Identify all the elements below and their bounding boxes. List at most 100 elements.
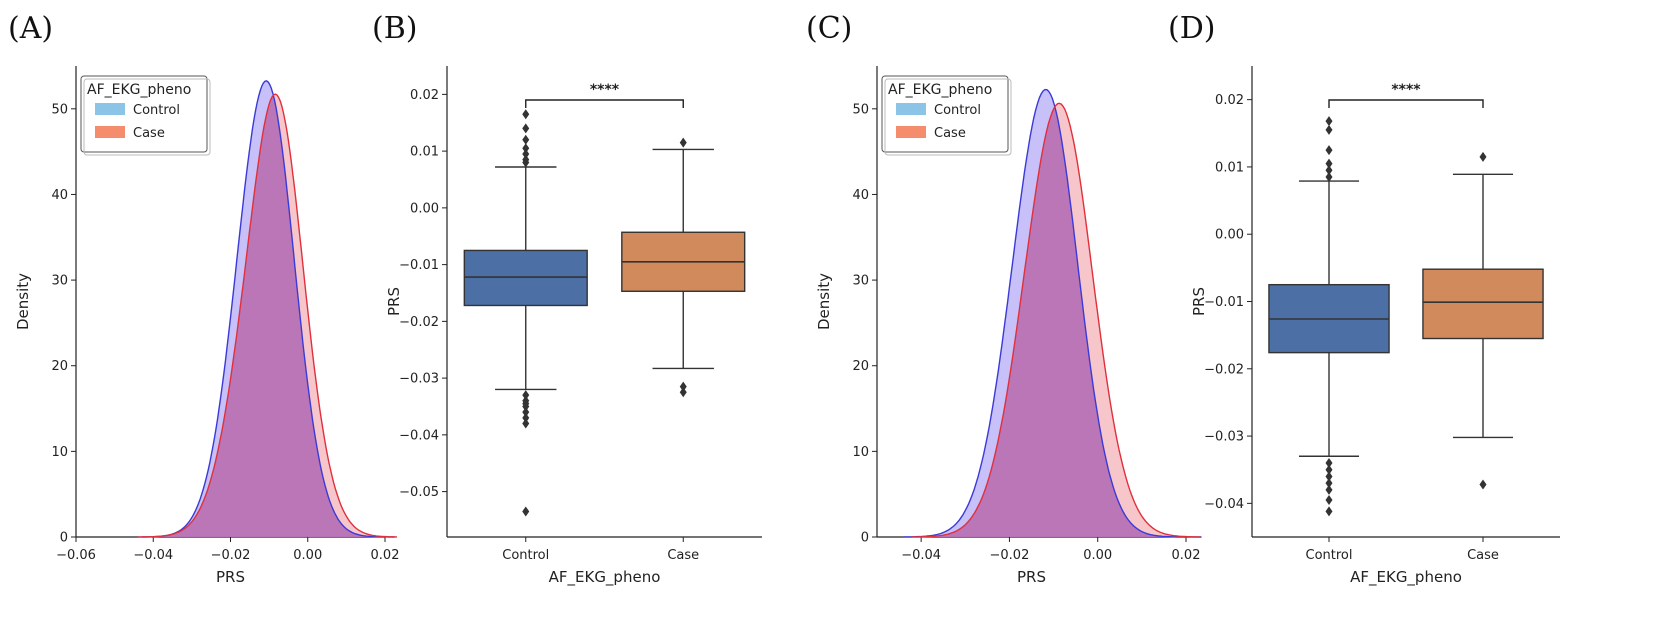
legend-control-label: Control [133,103,180,118]
box-control [1268,116,1390,517]
legend-shadow [83,78,211,156]
box-case [621,137,746,398]
outlier-point [522,412,530,423]
x-tick-label: 0.02 [371,548,400,563]
y-tick-label: 50 [51,102,68,117]
significance-label: **** [1391,82,1421,98]
legend-title: AF_EKG_pheno [888,82,992,98]
outlier-point [522,157,530,168]
outlier-point [1479,151,1487,162]
outlier-point [522,390,530,401]
outlier-point [1325,145,1333,156]
outlier-point [522,401,530,412]
y-axis-label: Density [14,273,32,330]
box-case [1422,151,1544,490]
x-axis-label: PRS [216,568,245,586]
x-tick-label: Control [502,548,549,563]
x-tick-label: −0.02 [211,548,251,563]
outlier-point [522,418,530,429]
panel-d: (D) 0.02 0.01 0.00 −0.01 −0.02 −0.03 −0.04 PRS AF… [1168,11,1560,587]
y-tick-label: 50 [852,102,869,117]
overlap-density-area [903,107,1202,537]
legend-control-swatch [95,103,125,115]
outlier-point [522,506,530,517]
y-tick-label: 40 [852,188,869,203]
x-axis-label: AF_EKG_pheno [1350,568,1462,587]
y-tick-label: 40 [51,188,68,203]
overlap-density-area [137,96,397,537]
panel-a: (A) 0 10 20 30 40 50 Density PRS −0.06 −0.04 −0.02 0… [8,11,399,586]
outlier-point [1325,464,1333,475]
panel-label: (C) [806,11,852,46]
y-tick-label: 0.02 [410,88,439,103]
outlier-point [1325,471,1333,482]
x-axis-label: PRS [1017,568,1046,586]
x-tick-label: Control [1306,548,1353,563]
control-density-line [903,88,1202,538]
y-tick-label: −0.03 [399,372,439,387]
y-axis-label: PRS [385,287,403,316]
x-axis-label: AF_EKG_pheno [549,568,661,587]
x-tick-label: −0.04 [901,548,941,563]
iqr-box [1422,268,1544,340]
box-control [463,109,588,517]
y-tick-label: 0.01 [1215,160,1244,175]
x-tick-label: Case [667,548,699,563]
y-tick-label: −0.01 [1204,295,1244,310]
panel-c: (C) 0 10 20 30 40 50 Density PRS −0.04 −0.02 0.00 0.… [806,11,1202,586]
outlier-point [522,109,530,120]
outlier-point [522,148,530,159]
y-tick-label: 0 [60,531,68,546]
panel-label: (D) [1168,11,1215,46]
y-tick-label: −0.02 [399,315,439,330]
outlier-point [1325,172,1333,183]
outlier-point [679,387,687,398]
outlier-point [1325,457,1333,468]
x-tick-label: 0.00 [1083,548,1112,563]
outlier-point [522,123,530,134]
y-tick-label: 10 [51,445,68,460]
y-axis-label: PRS [1190,287,1208,316]
x-tick-label: −0.02 [990,548,1030,563]
y-tick-label: −0.05 [399,485,439,500]
legend-case-label: Case [934,126,966,141]
outlier-point [1325,484,1333,495]
legend-case-swatch [896,126,926,138]
y-tick-label: 20 [852,359,869,374]
y-tick-label: 0.00 [410,201,439,216]
outlier-point [679,137,687,148]
y-tick-label: −0.02 [1204,362,1244,377]
panel-b: (B) 0.02 0.01 0.00 −0.01 −0.02 −0.03 −0.04 −0.05… [372,11,762,587]
x-tick-label: Case [1467,548,1499,563]
outlier-point [1325,506,1333,517]
y-tick-label: 0 [861,531,869,546]
outlier-point [522,407,530,418]
panel-label: (B) [372,11,417,46]
y-tick-label: 20 [51,359,68,374]
y-tick-label: −0.04 [1204,497,1244,512]
iqr-box [463,249,588,307]
y-axis-label: Density [815,273,833,330]
legend-case-swatch [95,126,125,138]
case-density-line [137,93,397,538]
outlier-point [1325,165,1333,176]
y-tick-label: −0.04 [399,428,439,443]
y-tick-label: −0.01 [399,258,439,273]
legend-shadow [884,78,1012,156]
x-tick-label: 0.00 [293,548,322,563]
significance-bracket [1328,99,1484,108]
y-tick-label: 30 [51,274,68,289]
y-tick-label: 0.01 [410,145,439,160]
outlier-point [1479,479,1487,490]
case-density-line [911,102,1201,538]
y-tick-label: 10 [852,445,869,460]
y-tick-label: 0.00 [1215,228,1244,243]
x-tick-label: −0.06 [56,548,96,563]
y-tick-label: −0.03 [1204,430,1244,445]
outlier-point [522,143,530,154]
legend: AF_EKG_pheno Control Case [881,75,1012,156]
outlier-point [522,134,530,145]
outlier-point [679,381,687,392]
legend-case-label: Case [133,126,165,141]
